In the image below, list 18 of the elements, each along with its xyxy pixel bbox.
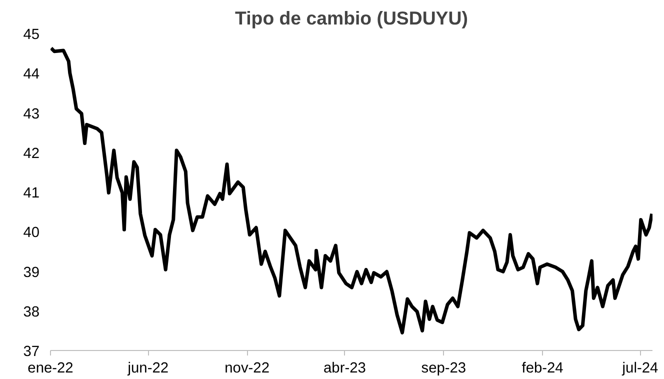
x-tick-label: abr-23 bbox=[324, 360, 366, 376]
x-tick-label: sep-23 bbox=[421, 360, 466, 376]
y-tick-label: 39 bbox=[23, 264, 40, 281]
x-tick-label: feb-24 bbox=[522, 360, 564, 376]
x-tick-label: ene-22 bbox=[28, 360, 74, 376]
line-series bbox=[50, 46, 652, 334]
y-tick-label: 37 bbox=[23, 344, 40, 360]
x-tick-label: jun-22 bbox=[126, 360, 169, 376]
y-tick-label: 43 bbox=[23, 106, 40, 122]
y-tick-label: 41 bbox=[23, 186, 40, 202]
y-tick-label: 38 bbox=[23, 304, 40, 320]
x-tick-label: jul-24 bbox=[621, 360, 658, 376]
y-tick-label: 40 bbox=[23, 225, 40, 242]
y-tick-label: 45 bbox=[23, 27, 40, 43]
y-tick-label: 42 bbox=[23, 146, 40, 162]
y-tick-label: 44 bbox=[23, 66, 40, 83]
chart-title: Tipo de cambio (USDUYU) bbox=[235, 8, 468, 28]
x-tick-label: nov-22 bbox=[224, 360, 270, 376]
